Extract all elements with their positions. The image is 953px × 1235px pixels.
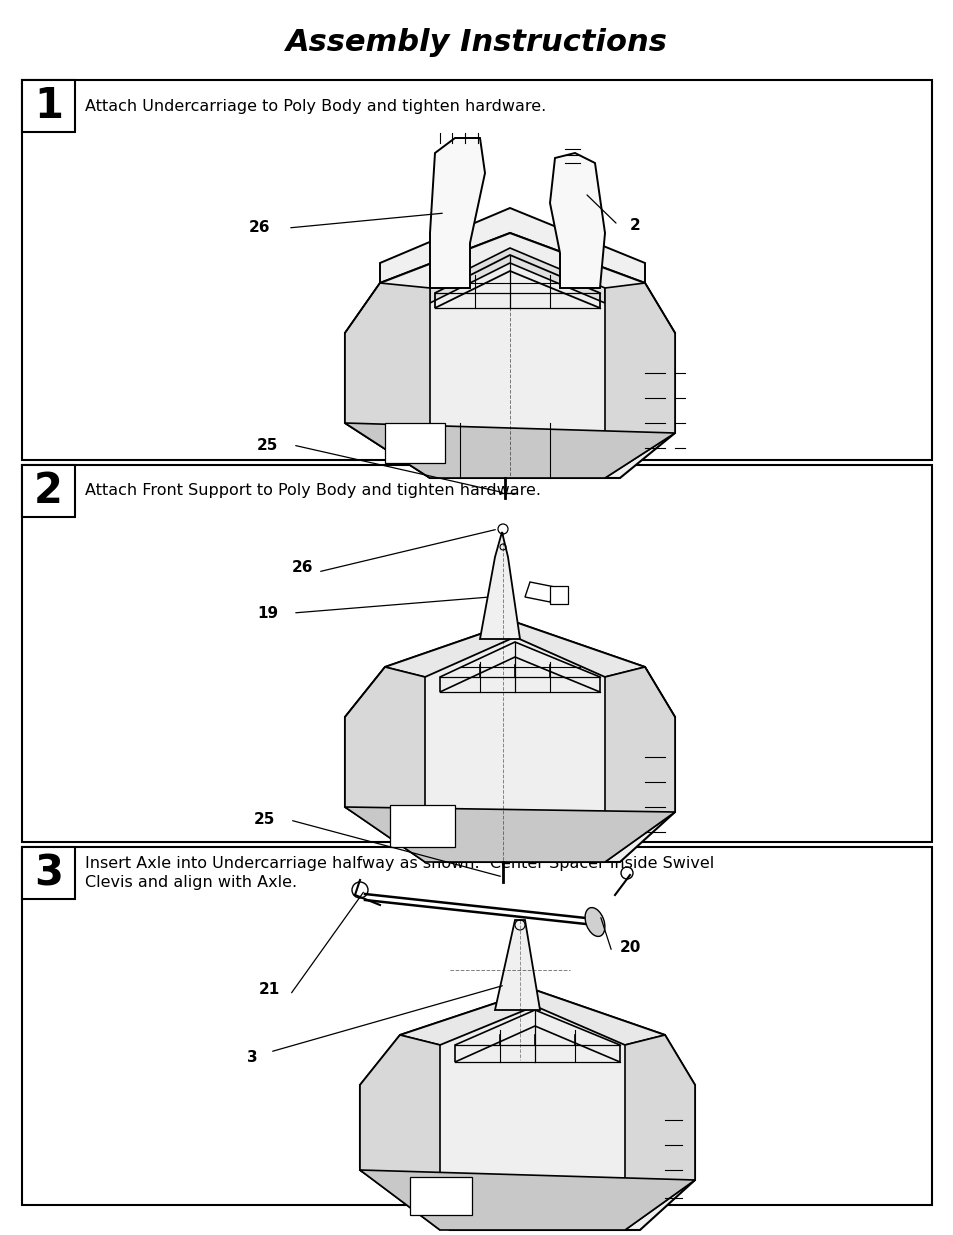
Polygon shape — [345, 233, 675, 478]
Bar — [385, 424, 444, 463]
Bar — [22, 80, 931, 459]
Text: Assembly Instructions: Assembly Instructions — [286, 28, 667, 57]
Polygon shape — [430, 248, 604, 303]
Bar — [22, 80, 75, 132]
Text: 26: 26 — [248, 221, 270, 236]
Text: 2: 2 — [34, 471, 63, 513]
Text: 2: 2 — [629, 217, 640, 232]
Polygon shape — [604, 283, 675, 478]
Text: 19: 19 — [256, 605, 277, 620]
Bar — [410, 1177, 472, 1215]
Text: Attach Undercarriage to Poly Body and tighten hardware.: Attach Undercarriage to Poly Body and ti… — [85, 99, 546, 114]
Bar — [22, 847, 931, 1205]
Polygon shape — [430, 138, 484, 288]
Polygon shape — [624, 1035, 695, 1230]
Text: 3: 3 — [247, 1050, 257, 1065]
Polygon shape — [524, 582, 555, 601]
Polygon shape — [550, 153, 604, 288]
Polygon shape — [379, 207, 644, 283]
Bar — [22, 466, 75, 517]
Polygon shape — [345, 622, 675, 862]
Text: 25: 25 — [253, 813, 274, 827]
Ellipse shape — [584, 908, 604, 936]
Text: 3: 3 — [472, 1198, 481, 1213]
Bar — [550, 585, 567, 604]
Text: 1: 1 — [34, 85, 63, 127]
Polygon shape — [345, 806, 675, 862]
Text: Insert Axle into Undercarriage halfway as shown.  Center Spacer inside Swivel
Cl: Insert Axle into Undercarriage halfway a… — [85, 856, 714, 890]
Polygon shape — [345, 667, 424, 862]
Polygon shape — [385, 622, 644, 677]
Polygon shape — [359, 1170, 695, 1230]
Polygon shape — [345, 424, 675, 478]
Text: 3: 3 — [34, 852, 63, 894]
Polygon shape — [399, 990, 664, 1045]
Bar — [390, 805, 455, 847]
Text: 25: 25 — [256, 437, 277, 452]
Polygon shape — [359, 990, 695, 1230]
Text: 20: 20 — [619, 940, 640, 955]
Text: 21: 21 — [258, 983, 280, 998]
Polygon shape — [359, 1035, 439, 1230]
Polygon shape — [345, 283, 430, 478]
Polygon shape — [479, 532, 519, 638]
Bar — [22, 466, 931, 842]
Text: 26: 26 — [292, 559, 313, 574]
Polygon shape — [495, 920, 539, 1010]
Bar — [22, 847, 75, 899]
Polygon shape — [604, 667, 675, 862]
Text: Attach Front Support to Poly Body and tighten hardware.: Attach Front Support to Poly Body and ti… — [85, 483, 540, 499]
